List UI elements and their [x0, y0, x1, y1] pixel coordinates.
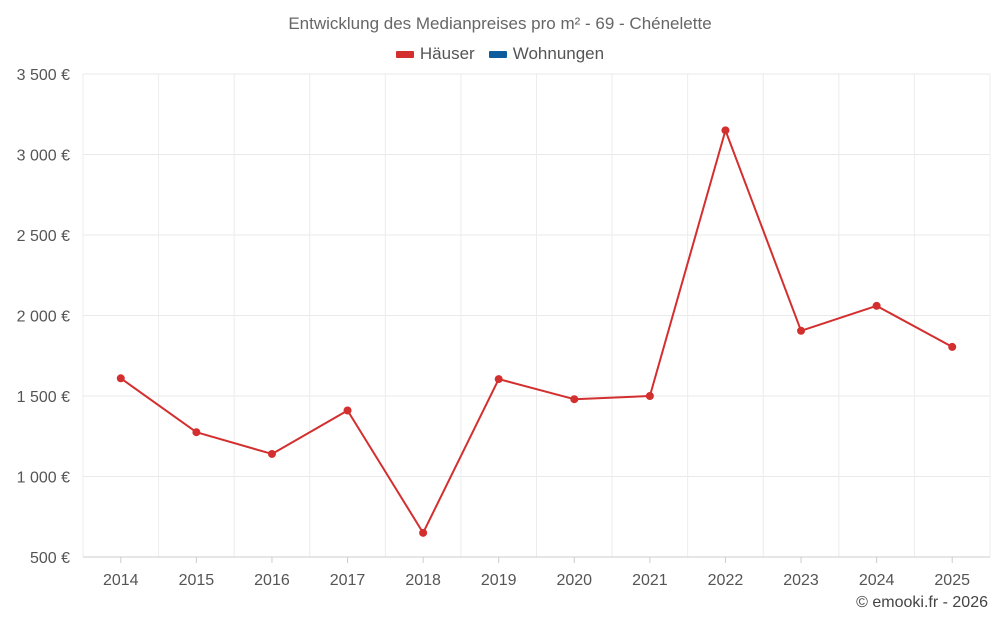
x-tick-label: 2024: [859, 572, 895, 589]
legend-swatch-houses: [395, 50, 414, 58]
data-point-houses: [570, 395, 579, 404]
y-tick-label: 1 500 €: [17, 389, 70, 406]
x-tick-label: 2018: [405, 572, 441, 589]
legend-swatch-apartments: [488, 50, 507, 58]
copyright-credit: © emooki.fr - 2026: [856, 594, 988, 611]
y-tick-label: 2 500 €: [17, 228, 70, 245]
legend-label-houses: Häuser: [419, 44, 475, 63]
data-point-houses: [645, 392, 654, 400]
series-line-houses: [120, 129, 953, 534]
data-point-houses: [343, 406, 352, 415]
x-tick-label: 2015: [179, 572, 215, 589]
x-tick-label: 2020: [556, 572, 592, 589]
x-tick-label: 2023: [783, 572, 819, 589]
chart-title: Entwicklung des Medianpreises pro m² - 6…: [288, 14, 712, 33]
y-tick-label: 3 500 €: [17, 67, 70, 84]
data-point-houses: [192, 428, 201, 437]
y-tick-label: 3 000 €: [17, 148, 70, 165]
data-point-houses: [267, 449, 276, 458]
x-tick-label: 2014: [103, 572, 139, 589]
data-point-houses: [419, 528, 428, 537]
data-point-houses: [797, 326, 806, 335]
data-point-houses: [948, 342, 957, 351]
data-point-houses: [116, 374, 125, 383]
data-point-houses: [721, 126, 730, 135]
chart-legend: Häuser Wohnungen: [0, 44, 1000, 64]
legend-item-apartments[interactable]: Wohnungen: [488, 44, 605, 64]
x-tick-label: 2016: [254, 572, 290, 589]
x-tick-label: 2022: [708, 572, 744, 589]
y-tick-label: 500 €: [30, 550, 70, 567]
y-tick-label: 1 000 €: [17, 470, 70, 487]
x-tick-label: 2021: [632, 572, 668, 589]
y-tick-label: 2 000 €: [17, 309, 70, 326]
legend-label-apartments: Wohnungen: [512, 44, 605, 63]
data-point-houses: [494, 375, 503, 384]
x-tick-label: 2019: [481, 572, 517, 589]
x-tick-label: 2017: [330, 572, 366, 589]
data-point-houses: [872, 301, 881, 310]
legend-item-houses[interactable]: Häuser: [395, 44, 475, 64]
x-tick-label: 2025: [934, 572, 970, 589]
